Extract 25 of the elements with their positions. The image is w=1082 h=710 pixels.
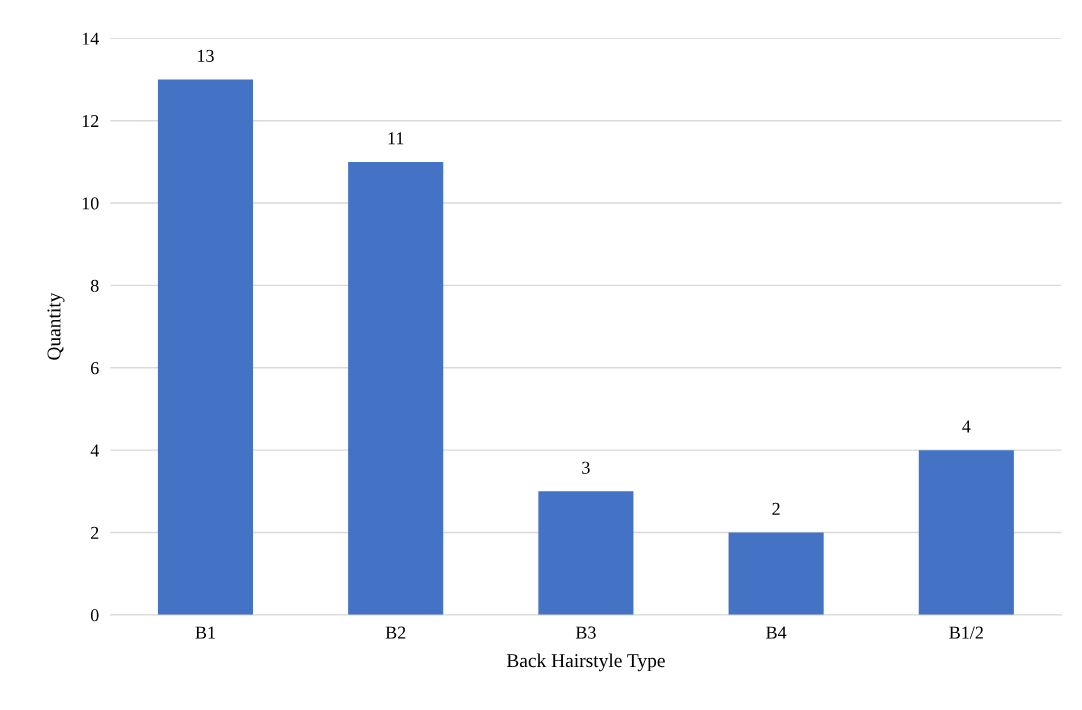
- data-label: 3: [582, 461, 590, 474]
- data-label: 2: [772, 502, 780, 515]
- x-tick-label: B1: [195, 626, 215, 639]
- y-tick-label: 0: [90, 609, 99, 622]
- x-tick-label: B3: [575, 626, 596, 639]
- x-tick-label: B1/2: [949, 626, 983, 639]
- bar: [348, 161, 444, 615]
- y-axis-title: Quantity: [47, 292, 65, 360]
- x-tick-label: B2: [385, 626, 406, 639]
- y-tick-label: 12: [82, 115, 99, 127]
- bar: [918, 450, 1014, 615]
- data-label: 13: [198, 49, 214, 62]
- y-tick-label: 14: [82, 32, 99, 45]
- bar: [728, 532, 824, 615]
- y-tick-label: 2: [91, 526, 99, 539]
- bar: [538, 491, 634, 615]
- y-tick-label: 4: [90, 444, 99, 457]
- y-tick-label: 8: [90, 279, 99, 292]
- bar: [157, 79, 254, 615]
- data-label: 11: [388, 132, 404, 145]
- y-tick-label: 10: [82, 197, 99, 210]
- x-tick-label: B4: [766, 626, 787, 639]
- x-axis-title: Back Hairstyle Type: [506, 653, 665, 672]
- y-tick-label: 6: [91, 362, 99, 375]
- data-label: 4: [962, 420, 971, 433]
